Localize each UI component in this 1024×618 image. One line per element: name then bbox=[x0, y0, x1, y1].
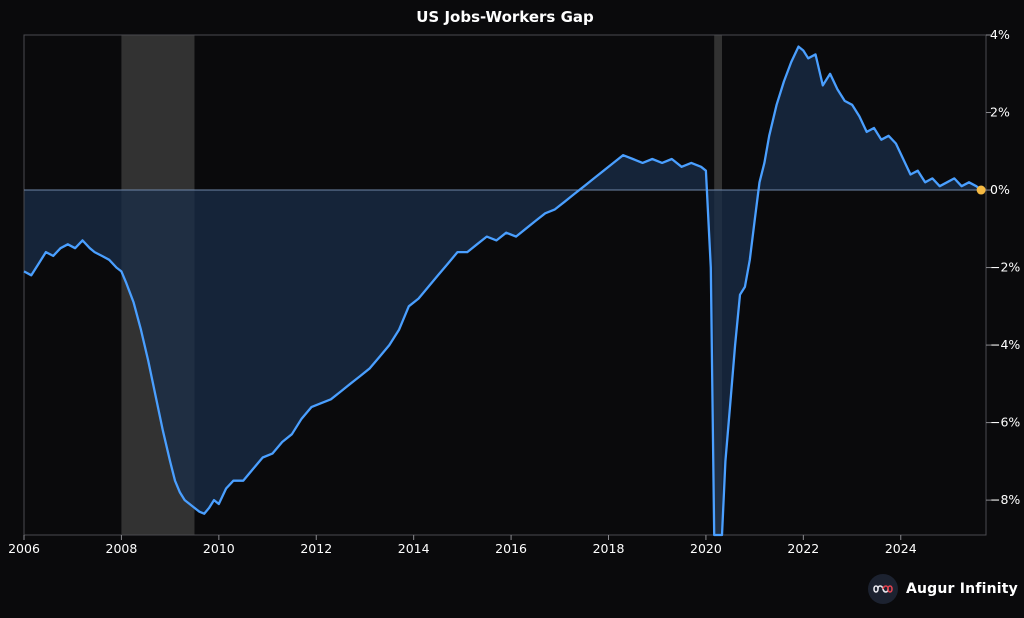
brand: Augur Infinity bbox=[867, 574, 1018, 604]
x-tick-label: 2020 bbox=[690, 541, 722, 556]
y-axis: 4% 2% 0% −2% −4% −6% −8% bbox=[986, 27, 1020, 507]
chart-title: US Jobs-Workers Gap bbox=[416, 8, 594, 26]
area-fill bbox=[24, 46, 982, 535]
plot-frame bbox=[23, 34, 987, 536]
area-fill-path bbox=[24, 46, 982, 535]
x-tick-label: 2012 bbox=[300, 541, 332, 556]
x-tick-label: 2008 bbox=[106, 541, 138, 556]
endpoint-marker bbox=[976, 185, 986, 195]
y-tick-label: −6% bbox=[990, 415, 1020, 430]
y-tick-label: 2% bbox=[990, 105, 1010, 120]
x-tick-label: 2022 bbox=[787, 541, 819, 556]
x-axis: 2006 2008 2010 2012 2014 2016 2018 2020 2022 2024 bbox=[8, 535, 917, 556]
x-tick-label: 2018 bbox=[593, 541, 625, 556]
y-tick-label: 0% bbox=[990, 182, 1010, 197]
y-tick-label: −2% bbox=[990, 260, 1020, 275]
y-tick-label: 4% bbox=[990, 27, 1010, 42]
endpoint bbox=[976, 185, 986, 195]
y-tick-label: −4% bbox=[990, 337, 1020, 352]
brand-name: Augur Infinity bbox=[905, 581, 1018, 597]
x-tick-label: 2010 bbox=[203, 541, 235, 556]
series-line-path bbox=[23, 45, 982, 537]
x-tick-label: 2006 bbox=[8, 541, 40, 556]
series-line bbox=[23, 45, 982, 537]
y-tick-label: −8% bbox=[990, 492, 1020, 507]
x-tick-label: 2014 bbox=[398, 541, 430, 556]
infinity-logo-icon bbox=[867, 574, 898, 604]
x-tick-label: 2016 bbox=[495, 541, 527, 556]
x-tick-label: 2024 bbox=[885, 541, 917, 556]
